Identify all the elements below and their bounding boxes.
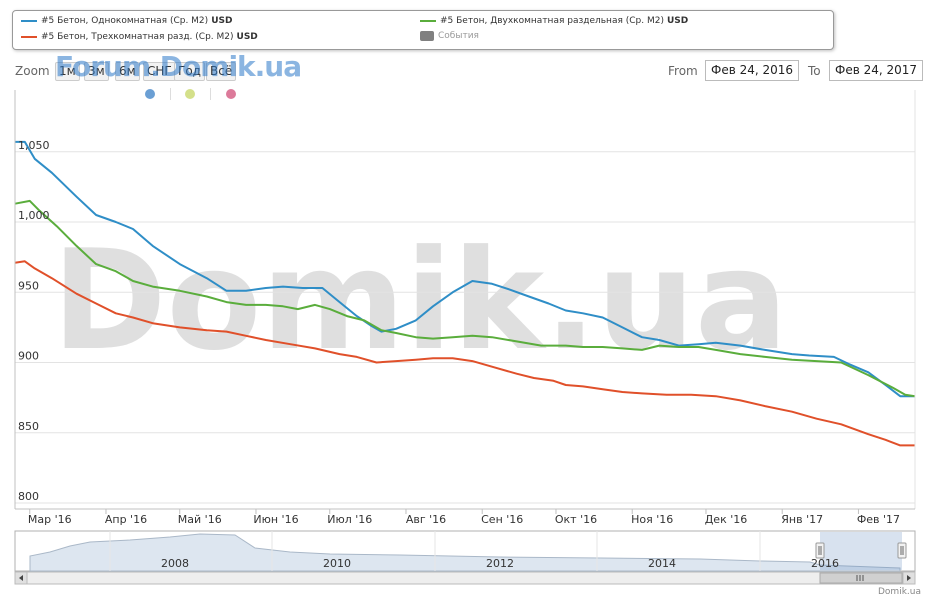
navigator-scrollbar: [14, 571, 916, 585]
range-toolbar: Zoom 1м 3м 6м СНГ Год Всё From Фев 24, 2…: [0, 58, 931, 84]
x-tick-label: Апр '16: [105, 513, 147, 526]
zoom-button-1m[interactable]: 1м: [55, 62, 80, 81]
zoom-button-3m[interactable]: 3м: [84, 62, 109, 81]
to-label: To: [808, 64, 821, 78]
y-tick-label: 1,000: [18, 209, 50, 222]
legend-label: События: [438, 31, 479, 41]
x-tick-label: Авг '16: [406, 513, 446, 526]
from-date-input[interactable]: Фев 24, 2016: [705, 60, 800, 81]
legend-label: #5 Бетон, Двухкомнатная раздельная (Ср. …: [440, 16, 664, 26]
event-separator: [170, 88, 171, 100]
center-watermark: Domik.ua: [52, 220, 788, 381]
legend-item-1room[interactable]: #5 Бетон, Однокомнатная (Ср. М2) USD: [21, 16, 232, 26]
legend-unit: USD: [211, 16, 233, 26]
legend-label: #5 Бетон, Трехкомнатная разд. (Ср. М2): [41, 32, 234, 42]
navigator-year-label: 2012: [486, 557, 514, 570]
y-tick-label: 900: [18, 350, 39, 363]
legend-item-events[interactable]: События: [420, 31, 479, 41]
x-tick-label: Сен '16: [481, 513, 523, 526]
navigator-year-label: 2016: [811, 557, 839, 570]
from-label: From: [668, 64, 698, 78]
zoom-label: Zoom: [15, 64, 50, 78]
navigator-handle: [815, 542, 825, 559]
y-tick-label: 950: [18, 279, 39, 292]
event-dot-pink[interactable]: [226, 89, 236, 99]
zoom-button-1y[interactable]: Год: [174, 62, 205, 81]
x-tick-label: Май '16: [178, 513, 222, 526]
legend-line-orange: [21, 36, 37, 38]
legend-box-gray: [420, 31, 434, 41]
brand-label: Domik.ua: [878, 587, 921, 597]
x-tick-label: Июн '16: [253, 513, 298, 526]
x-tick-label: Мар '16: [28, 513, 72, 526]
scrollbar-thumb: [819, 572, 903, 584]
series-line: [14, 199, 916, 398]
scroll-left-arrow-icon: [19, 575, 23, 581]
scroll-right-arrow-icon: [907, 575, 911, 581]
x-tick-label: Ноя '16: [631, 513, 673, 526]
x-tick-label: Янв '17: [781, 513, 823, 526]
navigator-year-label: 2014: [648, 557, 676, 570]
event-dot-blue[interactable]: [145, 89, 155, 99]
series-line: [14, 260, 915, 447]
x-tick-label: Июл '16: [327, 513, 372, 526]
x-tick-label: Окт '16: [555, 513, 597, 526]
chart-legend: #5 Бетон, Однокомнатная (Ср. М2) USD #5 …: [12, 10, 834, 50]
zoom-button-all[interactable]: Всё: [206, 62, 237, 81]
y-tick-label: 800: [18, 490, 39, 503]
navigator-selection: [820, 532, 902, 570]
navigator-year-label: 2010: [323, 557, 351, 570]
zoom-button-ytd[interactable]: СНГ: [143, 62, 176, 81]
legend-label: #5 Бетон, Однокомнатная (Ср. М2): [41, 16, 209, 26]
legend-unit: USD: [236, 32, 258, 42]
forum-watermark: Forum.Domik.ua: [55, 50, 302, 83]
legend-item-2room[interactable]: #5 Бетон, Двухкомнатная раздельная (Ср. …: [420, 16, 688, 26]
legend-unit: USD: [666, 16, 689, 26]
zoom-button-6m[interactable]: 6м: [115, 62, 140, 81]
x-tick-label: Фев '17: [857, 513, 900, 526]
y-tick-label: 1,050: [18, 139, 50, 152]
legend-line-blue: [21, 20, 37, 22]
y-tick-label: 850: [18, 420, 39, 433]
legend-line-green: [420, 20, 436, 22]
navigator-area: [29, 533, 901, 572]
x-tick-label: Дек '16: [705, 513, 748, 526]
event-separator: [210, 88, 211, 100]
navigator-handle: [897, 542, 907, 559]
event-dot-yellow[interactable]: [185, 89, 195, 99]
navigator-year-label: 2008: [161, 557, 189, 570]
legend-item-3room[interactable]: #5 Бетон, Трехкомнатная разд. (Ср. М2) U…: [21, 32, 258, 42]
to-date-input[interactable]: Фев 24, 2017: [829, 60, 924, 81]
series-line: [15, 140, 915, 398]
